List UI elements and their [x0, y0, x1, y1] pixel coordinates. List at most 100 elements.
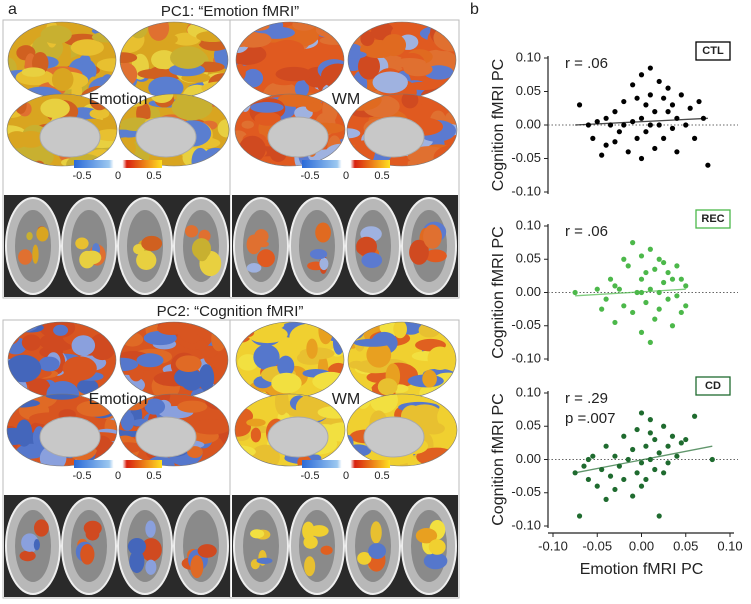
point — [643, 102, 649, 108]
surface-patch — [321, 63, 344, 88]
colorbar — [74, 460, 162, 468]
surface-patch — [187, 446, 203, 459]
surface-patch — [366, 342, 392, 368]
surface-patch — [120, 62, 138, 87]
axial-blob — [75, 237, 89, 250]
axial-blob — [428, 539, 446, 555]
surface-patch — [33, 160, 45, 166]
point — [669, 125, 676, 131]
colorbar — [302, 460, 390, 468]
point — [612, 486, 618, 493]
axial-blob — [319, 257, 329, 271]
surface-patch — [77, 379, 99, 395]
point — [634, 426, 640, 433]
point — [643, 443, 649, 449]
surface-patch — [319, 36, 344, 45]
surface-patch — [369, 394, 398, 414]
surface-patch — [89, 108, 110, 119]
axial-blob — [184, 225, 199, 238]
surface-patch — [120, 411, 135, 431]
point — [674, 149, 680, 155]
y-tick-label: -0.05 — [511, 317, 541, 332]
surface-patch — [235, 94, 248, 110]
axial-blob — [145, 520, 156, 538]
point — [625, 456, 631, 463]
surface-patch — [170, 46, 206, 69]
point — [630, 82, 636, 88]
panel-label: a — [8, 1, 17, 18]
point — [616, 286, 622, 292]
surface-patch — [393, 322, 407, 339]
surface-patch — [275, 66, 313, 82]
surface-patch — [137, 68, 176, 80]
point — [656, 513, 662, 519]
surface-patch — [96, 58, 116, 72]
section-title: PC1: “Emotion fMRI” — [161, 3, 299, 20]
surface-patch — [422, 369, 437, 388]
axial-blob — [257, 249, 275, 268]
point — [590, 135, 596, 141]
surface-patch — [241, 120, 254, 129]
point — [652, 145, 658, 152]
axial-blob — [190, 555, 204, 579]
surface-patch — [250, 102, 284, 113]
point — [683, 122, 689, 128]
point — [638, 460, 645, 466]
surface-patch — [306, 338, 318, 359]
surface-patch — [389, 154, 408, 166]
surface-patch — [235, 417, 252, 437]
brain-outline — [6, 93, 118, 167]
surface-patch — [372, 71, 408, 94]
point — [647, 246, 653, 252]
axial-blob — [18, 249, 33, 265]
surface-patch — [299, 326, 313, 344]
axial-blob — [415, 527, 438, 544]
surface-patch — [177, 400, 208, 413]
point — [612, 283, 618, 289]
colorbar — [302, 160, 390, 168]
surface-patch — [360, 31, 375, 47]
medial-wall — [135, 416, 197, 458]
surface-patch — [51, 68, 74, 92]
surface-patch — [377, 378, 398, 396]
point — [700, 115, 707, 121]
surface-patch — [236, 327, 255, 339]
axial-blob — [361, 252, 383, 268]
point — [674, 293, 680, 299]
axial-blob — [141, 235, 163, 252]
point — [669, 323, 676, 329]
surface-patch — [10, 322, 39, 333]
point — [647, 456, 653, 463]
colorbar-tick-label: 0.5 — [146, 170, 161, 182]
point — [678, 92, 684, 98]
surface-patch — [348, 322, 360, 335]
point — [612, 139, 618, 145]
point — [656, 306, 662, 312]
y-tick-label: -0.10 — [511, 350, 541, 365]
point — [652, 266, 658, 272]
y-tick-label: -0.10 — [511, 183, 541, 198]
surface-patch — [136, 353, 164, 368]
point — [661, 95, 667, 101]
axial-blob — [21, 533, 39, 552]
surface-patch — [246, 418, 266, 427]
point — [634, 289, 640, 296]
point — [678, 440, 684, 446]
point — [621, 256, 627, 262]
point — [669, 433, 676, 439]
point — [652, 109, 658, 115]
point — [638, 155, 645, 162]
section-frame — [2, 19, 460, 299]
surface-patch — [166, 34, 178, 44]
brain-outline — [346, 93, 458, 167]
point — [607, 122, 614, 128]
colorbar-tick-label: 0.5 — [146, 470, 161, 482]
surface-patch — [53, 324, 69, 336]
surface-patch — [348, 50, 367, 59]
axial-blob — [83, 250, 102, 265]
point — [705, 162, 711, 168]
section-frame — [2, 319, 460, 599]
point — [621, 303, 627, 309]
surface-patch — [83, 322, 94, 334]
